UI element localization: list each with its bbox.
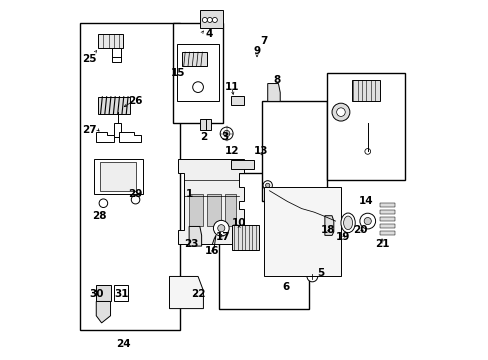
- Bar: [231, 225, 258, 249]
- Text: 6: 6: [282, 282, 288, 292]
- Text: 28: 28: [92, 211, 107, 221]
- Circle shape: [364, 217, 370, 225]
- Polygon shape: [230, 96, 244, 105]
- Text: 26: 26: [128, 96, 142, 107]
- Bar: [230, 160, 254, 169]
- Ellipse shape: [343, 216, 352, 230]
- Circle shape: [359, 213, 375, 229]
- Circle shape: [192, 82, 203, 93]
- Polygon shape: [264, 187, 340, 276]
- Text: 27: 27: [81, 125, 96, 135]
- Text: 3: 3: [221, 132, 228, 142]
- Text: 19: 19: [335, 232, 349, 242]
- Circle shape: [207, 18, 212, 22]
- Circle shape: [220, 127, 233, 140]
- Bar: [189, 194, 203, 226]
- Bar: [200, 10, 223, 28]
- Circle shape: [131, 195, 140, 204]
- Text: 10: 10: [231, 218, 246, 228]
- Text: 1: 1: [185, 189, 192, 199]
- Bar: [182, 52, 206, 66]
- Circle shape: [331, 103, 349, 121]
- Bar: [114, 123, 121, 137]
- Text: 11: 11: [224, 82, 239, 92]
- Bar: [326, 73, 405, 180]
- Polygon shape: [267, 84, 280, 102]
- Bar: [98, 34, 123, 48]
- Polygon shape: [189, 226, 201, 246]
- Bar: [100, 162, 135, 191]
- Bar: [224, 194, 235, 226]
- Bar: [380, 224, 394, 228]
- Text: 29: 29: [128, 189, 142, 199]
- Circle shape: [336, 108, 345, 116]
- Text: 31: 31: [114, 289, 128, 299]
- Bar: [380, 217, 394, 221]
- Circle shape: [223, 130, 229, 137]
- Polygon shape: [178, 158, 244, 244]
- Text: 18: 18: [321, 225, 335, 235]
- Bar: [351, 80, 380, 102]
- Text: 12: 12: [224, 147, 239, 157]
- Circle shape: [202, 18, 207, 22]
- Text: 7: 7: [260, 36, 267, 46]
- Circle shape: [213, 220, 229, 236]
- Polygon shape: [96, 301, 110, 323]
- Bar: [80, 23, 180, 330]
- Text: 23: 23: [183, 239, 198, 249]
- Bar: [219, 173, 308, 309]
- Text: 22: 22: [190, 289, 205, 299]
- Bar: [380, 210, 394, 214]
- Bar: [380, 203, 394, 207]
- Circle shape: [364, 149, 370, 154]
- Polygon shape: [169, 276, 203, 309]
- Circle shape: [265, 183, 269, 188]
- Bar: [94, 158, 142, 194]
- Text: 25: 25: [81, 54, 96, 64]
- Circle shape: [217, 225, 224, 232]
- Text: 2: 2: [200, 132, 206, 142]
- Text: 24: 24: [116, 339, 130, 349]
- Text: 9: 9: [253, 46, 260, 57]
- Bar: [380, 231, 394, 235]
- Polygon shape: [324, 216, 333, 235]
- Bar: [262, 102, 326, 202]
- Bar: [176, 44, 219, 102]
- Circle shape: [99, 199, 107, 207]
- Text: 20: 20: [353, 225, 367, 235]
- Bar: [98, 97, 130, 114]
- Bar: [200, 119, 210, 130]
- Ellipse shape: [340, 213, 354, 233]
- Text: 16: 16: [204, 247, 219, 256]
- Bar: [173, 23, 223, 123]
- Polygon shape: [119, 132, 141, 143]
- Text: 13: 13: [253, 147, 267, 157]
- Text: 4: 4: [204, 28, 212, 39]
- Bar: [112, 48, 121, 62]
- Bar: [206, 194, 221, 226]
- Text: 17: 17: [215, 232, 230, 242]
- Text: 5: 5: [317, 268, 324, 278]
- Circle shape: [263, 181, 272, 190]
- Text: 21: 21: [374, 239, 388, 249]
- Text: 15: 15: [171, 68, 185, 78]
- Bar: [114, 285, 128, 301]
- Circle shape: [306, 271, 317, 282]
- Text: 30: 30: [89, 289, 103, 299]
- Bar: [96, 285, 110, 301]
- Text: 14: 14: [358, 197, 372, 206]
- Circle shape: [212, 18, 217, 22]
- Text: 8: 8: [272, 75, 280, 85]
- Polygon shape: [96, 132, 114, 143]
